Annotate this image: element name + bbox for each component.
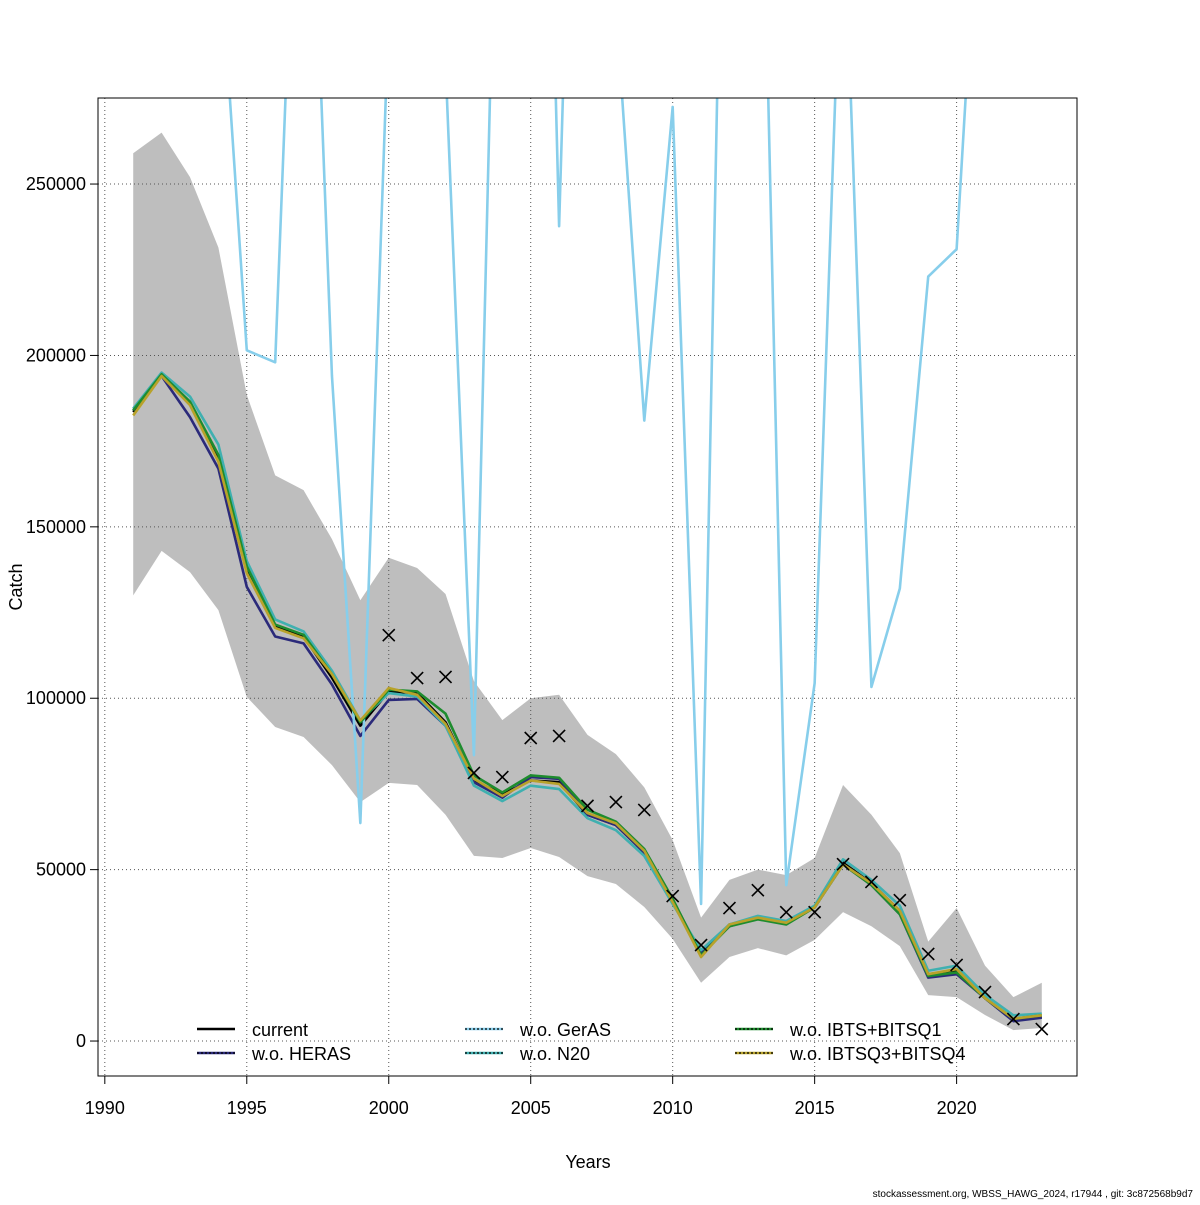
legend-label: w.o. IBTSQ3+BITSQ4 bbox=[789, 1044, 966, 1064]
footnote: stockassessment.org, WBSS_HAWG_2024, r17… bbox=[873, 1189, 1194, 1200]
observed-point bbox=[495, 770, 509, 784]
x-tick-label: 2020 bbox=[937, 1098, 977, 1118]
observed-point bbox=[694, 938, 708, 952]
x-tick-label: 2005 bbox=[511, 1098, 551, 1118]
observed-point bbox=[438, 670, 453, 684]
y-tick-label: 200000 bbox=[26, 345, 86, 365]
observed-point bbox=[609, 795, 623, 809]
series-line bbox=[132, 371, 1042, 1017]
observed-point bbox=[921, 947, 935, 961]
observed-point bbox=[836, 857, 850, 871]
series-line bbox=[132, 374, 1042, 1021]
observed-point bbox=[467, 766, 481, 780]
x-axis-label: Years bbox=[565, 1152, 610, 1172]
plot-area bbox=[98, 98, 1077, 1076]
confidence-band bbox=[133, 132, 1042, 1031]
x-tick-label: 2010 bbox=[653, 1098, 693, 1118]
legend-label: w.o. N20 bbox=[519, 1044, 590, 1064]
observed-point bbox=[779, 905, 793, 919]
series-line bbox=[132, 372, 1042, 1021]
observed-point bbox=[950, 958, 964, 972]
plot-frame bbox=[97, 97, 1078, 1077]
x-tick-label: 1990 bbox=[85, 1098, 125, 1118]
y-tick-label: 250000 bbox=[26, 174, 86, 194]
observed-point bbox=[978, 985, 992, 999]
observed-point bbox=[580, 799, 595, 813]
observed-point bbox=[808, 905, 822, 919]
observed-point bbox=[722, 901, 737, 915]
observed-point bbox=[1035, 1022, 1049, 1036]
legend-label: current bbox=[252, 1020, 308, 1040]
observed-point bbox=[382, 628, 396, 642]
y-tick-label: 50000 bbox=[36, 860, 86, 880]
observed-point bbox=[1006, 1012, 1020, 1026]
observed-point bbox=[751, 883, 765, 897]
observed-point bbox=[864, 875, 878, 889]
observed-point bbox=[410, 671, 424, 685]
x-tick-label: 2000 bbox=[369, 1098, 409, 1118]
legend-label: w.o. IBTS+BITSQ1 bbox=[789, 1020, 942, 1040]
observed-point bbox=[524, 731, 538, 745]
observed-point bbox=[552, 729, 566, 743]
y-axis-label: Catch bbox=[6, 563, 26, 610]
y-tick-label: 0 bbox=[76, 1031, 86, 1051]
observed-point bbox=[637, 803, 651, 817]
x-tick-label: 1995 bbox=[227, 1098, 267, 1118]
legend-label: w.o. HERAS bbox=[251, 1044, 351, 1064]
observed-point bbox=[893, 893, 907, 907]
series-line bbox=[228, 98, 967, 906]
legend-label: w.o. GerAS bbox=[519, 1020, 611, 1040]
y-tick-label: 100000 bbox=[26, 688, 86, 708]
observed-point bbox=[666, 889, 680, 903]
y-tick-label: 150000 bbox=[26, 517, 86, 537]
x-tick-label: 2015 bbox=[795, 1098, 835, 1118]
